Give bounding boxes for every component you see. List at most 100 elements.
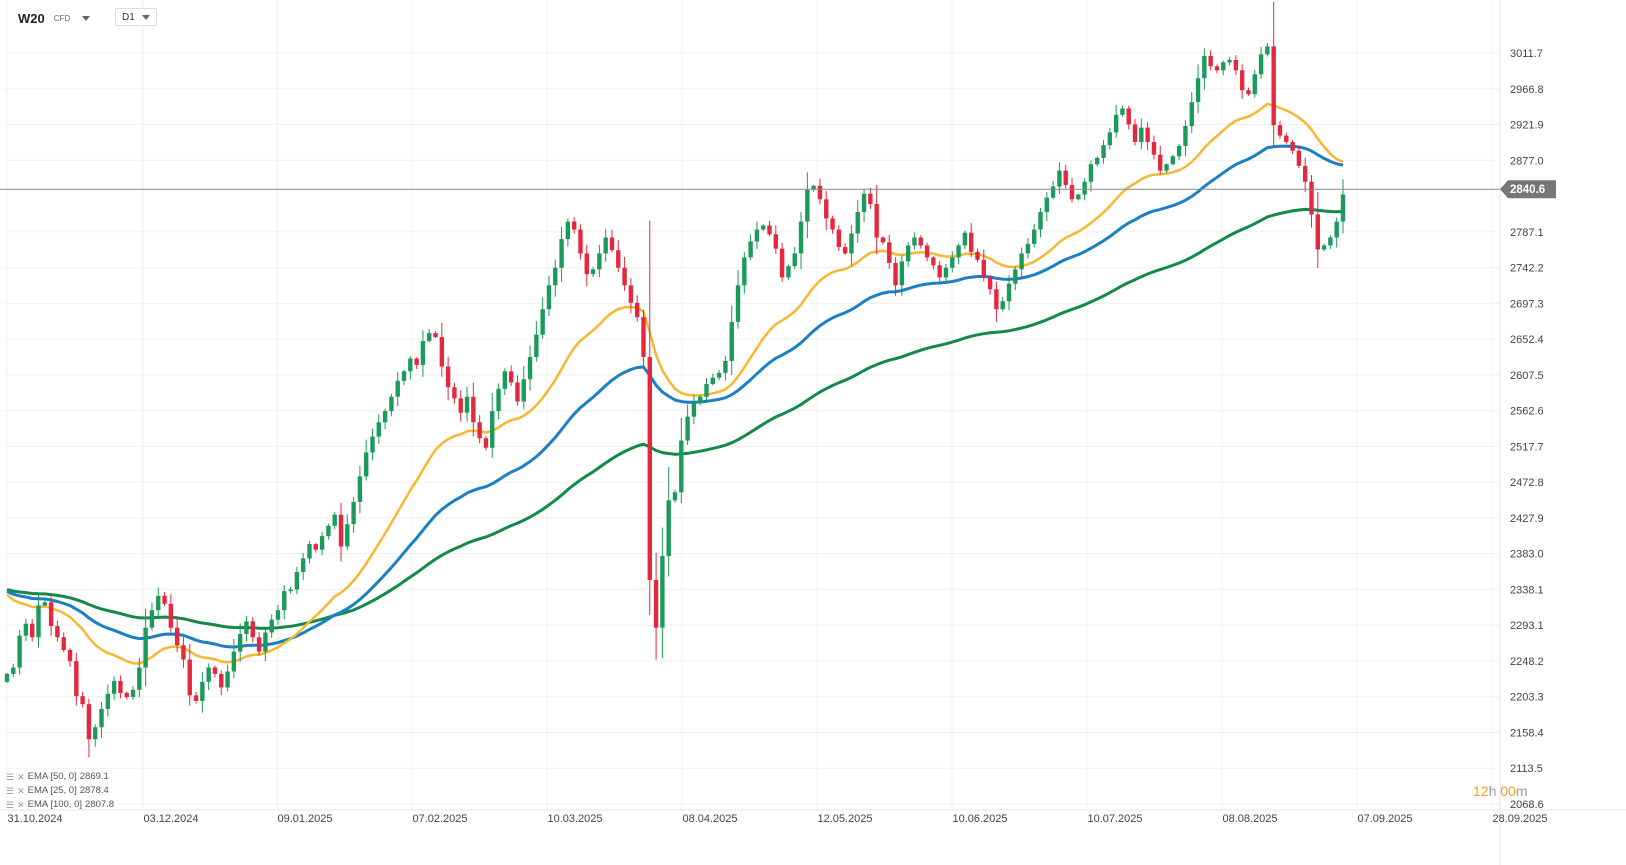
- x-tick-label: 10.06.2025: [952, 813, 1007, 825]
- x-tick-label: 08.08.2025: [1222, 813, 1277, 825]
- candle-body: [508, 371, 514, 383]
- candle-body: [609, 237, 615, 251]
- candle-body: [17, 635, 22, 668]
- candle-body: [968, 232, 974, 252]
- candle-body: [830, 218, 835, 230]
- candle-body: [1284, 135, 1289, 142]
- close-icon[interactable]: ✕: [17, 786, 25, 796]
- candle-body: [74, 661, 79, 697]
- candle-body: [956, 245, 961, 258]
- candle-body: [464, 396, 470, 413]
- y-tick-label: 2966.8: [1510, 84, 1544, 96]
- candle-body: [534, 334, 539, 357]
- settings-icon[interactable]: ☰: [6, 786, 15, 796]
- candle-body: [313, 544, 318, 550]
- legend-item-ema50[interactable]: ☰ ✕ EMA [50, 0] 2869.1: [6, 771, 109, 782]
- candle-body: [792, 253, 797, 267]
- candle-body: [1044, 197, 1050, 213]
- candle-body: [1246, 90, 1251, 95]
- x-tick-label: 10.07.2025: [1087, 813, 1142, 825]
- instrument-selector[interactable]: W20 CFD: [18, 8, 91, 28]
- candle-body: [1315, 214, 1320, 250]
- close-icon[interactable]: ✕: [17, 800, 25, 810]
- candle-body: [351, 501, 356, 525]
- candle-body: [332, 514, 337, 526]
- candle-body: [742, 257, 747, 286]
- candle-body: [1113, 114, 1119, 133]
- candle-body: [1183, 126, 1188, 146]
- candle-body: [1120, 108, 1125, 115]
- candle-body: [805, 189, 810, 222]
- candle-body: [307, 544, 312, 559]
- candle-body: [653, 579, 659, 628]
- candle-body: [1006, 283, 1012, 302]
- candle-body: [1208, 55, 1213, 67]
- y-tick-label: 2517.7: [1510, 441, 1544, 453]
- candle-body: [439, 337, 445, 367]
- candle-body: [93, 727, 98, 740]
- candle-body: [477, 422, 482, 439]
- ema-lines: [6, 102, 1344, 665]
- candle-body: [515, 382, 520, 402]
- legend-item-ema25[interactable]: ☰ ✕ EMA [25, 0] 2878.4: [6, 785, 109, 796]
- candle-body: [471, 396, 476, 423]
- candle-body: [1189, 102, 1194, 127]
- y-tick-label: 2248.2: [1510, 656, 1544, 668]
- candle-body: [1132, 124, 1138, 142]
- candle-body: [130, 689, 136, 697]
- candle-body: [987, 277, 993, 290]
- candle-body: [1334, 221, 1339, 238]
- settings-icon[interactable]: ☰: [6, 800, 15, 810]
- candle-body: [880, 237, 886, 243]
- candle-body: [427, 333, 432, 342]
- current-price-tag: [1500, 180, 1556, 199]
- y-tick-label: 2472.8: [1510, 477, 1544, 489]
- candle-body: [761, 225, 766, 230]
- ema-100-line: [6, 207, 1344, 630]
- candle-body: [931, 257, 936, 266]
- candle-body: [1076, 194, 1081, 200]
- ema-50-line: [6, 144, 1344, 649]
- candle-body: [137, 667, 142, 690]
- y-tick-label: 3011.7: [1510, 48, 1543, 60]
- candle-body: [887, 242, 892, 263]
- candle-body: [1321, 245, 1327, 250]
- legend-item-ema100[interactable]: ☰ ✕ EMA [100, 0] 2807.8: [6, 799, 115, 810]
- candle-body: [1239, 70, 1245, 91]
- timeframe-selector[interactable]: D1: [115, 8, 157, 26]
- candle-body: [597, 253, 602, 270]
- close-icon[interactable]: ✕: [17, 772, 25, 782]
- candle-body: [1013, 269, 1018, 284]
- candle-countdown: 12h 00m: [1473, 783, 1528, 799]
- x-tick-label: 10.03.2025: [547, 813, 602, 825]
- candle-body: [729, 321, 734, 361]
- y-tick-label: 2158.4: [1510, 727, 1544, 739]
- candle-body: [660, 556, 665, 628]
- candle-body: [578, 229, 583, 254]
- candle-body: [206, 667, 211, 682]
- candle-body: [124, 692, 129, 697]
- candle-body: [672, 492, 678, 501]
- candle-body: [1309, 181, 1314, 215]
- settings-icon[interactable]: ☰: [6, 772, 15, 782]
- chevron-down-icon[interactable]: [82, 15, 91, 21]
- candle-body: [294, 571, 300, 590]
- x-tick-label: 28.09.2025: [1492, 813, 1547, 825]
- candle-body: [905, 245, 911, 262]
- indicator-legend: ☰ ✕ EMA [50, 0] 2869.1 ☰ ✕ EMA [25, 0] 2878.4 …: [6, 770, 114, 812]
- candle-body: [716, 372, 722, 378]
- y-tick-label: 2697.3: [1510, 298, 1544, 310]
- y-tick-label: 2921.9: [1510, 120, 1544, 132]
- candle-body: [370, 436, 375, 453]
- y-tick-label: 2787.1: [1510, 227, 1544, 239]
- candle-body: [111, 681, 117, 694]
- candle-body: [937, 265, 942, 278]
- candle-body: [584, 253, 589, 275]
- candle-body: [1032, 229, 1037, 244]
- candle-body: [357, 476, 363, 502]
- candle-body: [496, 388, 501, 412]
- candle-body: [849, 233, 854, 254]
- current-price-label: 2840.6: [1510, 184, 1545, 196]
- candle-body: [981, 259, 986, 278]
